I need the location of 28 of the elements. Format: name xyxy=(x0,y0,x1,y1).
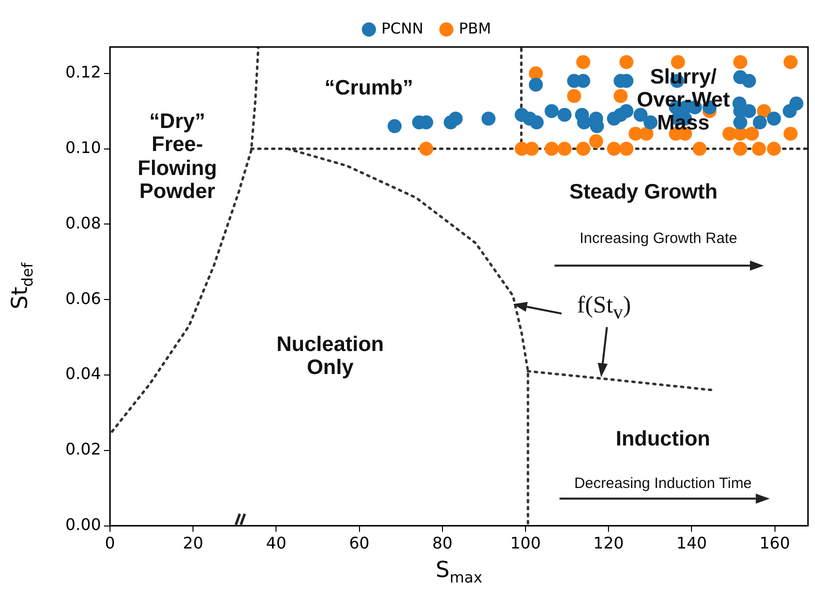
y-tick-label: 0.12 xyxy=(65,62,101,82)
y-tick-label: 0.06 xyxy=(65,288,101,308)
legend-label: PBM xyxy=(458,19,492,38)
x-tick-label: 0 xyxy=(104,534,116,553)
x-tick-label: 80 xyxy=(432,534,453,553)
y-tick-label: 0.00 xyxy=(65,514,101,534)
annotation: “Dry” Free- Flowing Powder xyxy=(138,110,217,203)
x-tick-label: 120 xyxy=(593,534,624,553)
x-tick-label: 60 xyxy=(349,534,370,553)
annotation: Decreasing Induction Time xyxy=(574,475,752,493)
annotation: Induction xyxy=(616,428,710,451)
x-tick-label: 20 xyxy=(182,534,204,553)
x-axis-title: S$_{max}$ xyxy=(436,558,482,586)
legend-label: PCNN xyxy=(381,19,424,38)
annotation: Slurry/ Over-Wet Mass xyxy=(636,65,731,134)
y-tick-label: 0.10 xyxy=(65,138,101,157)
annotation: “Crumb” xyxy=(324,76,414,100)
annotation: Nucleation Only xyxy=(276,333,384,380)
x-tick-label: 140 xyxy=(676,534,707,553)
x-tick-label: 160 xyxy=(759,534,790,553)
annotation: Increasing Growth Rate xyxy=(580,230,738,248)
y-tick-label: 0.04 xyxy=(65,364,101,384)
annotation: f(St$_{v}$) xyxy=(577,292,631,324)
y-tick-label: 0.02 xyxy=(65,440,101,459)
y-tick-label: 0.08 xyxy=(65,213,101,232)
x-tick-label: 100 xyxy=(510,534,541,553)
annotation: Steady Growth xyxy=(569,180,718,204)
x-tick-label: 40 xyxy=(266,534,286,553)
